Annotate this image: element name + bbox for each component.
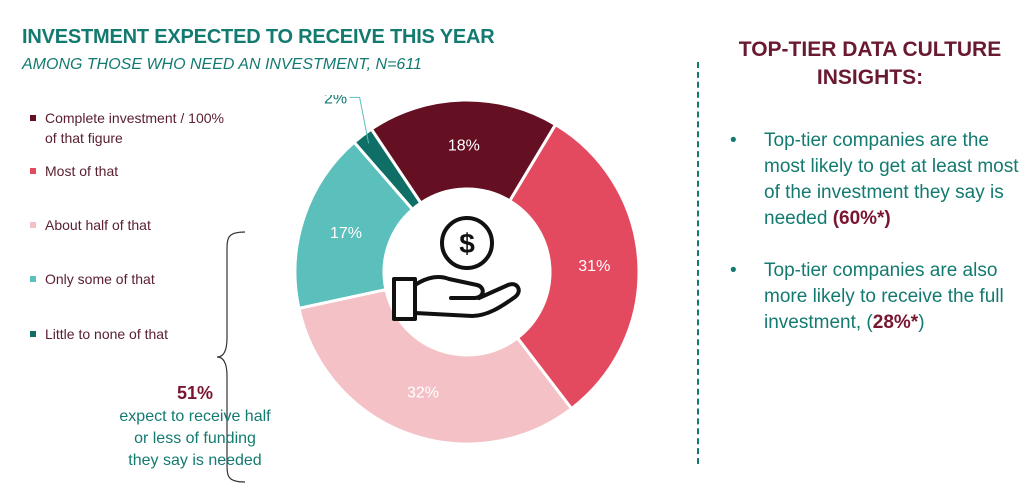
data-label-complete: 18%: [448, 138, 480, 155]
bullet-icon: •: [730, 130, 737, 151]
insights-title-line: INSIGHTS:: [816, 66, 924, 89]
donut-slices: [293, 98, 641, 446]
hand-holding-dollar-icon: $: [392, 216, 521, 321]
chart-title: INVESTMENT EXPECTED TO RECEIVE THIS YEAR: [22, 26, 495, 48]
insight-suffix: ): [918, 312, 925, 333]
svg-text:$: $: [459, 228, 475, 259]
donut-slice-half: [297, 287, 574, 446]
legend-label-complete: Complete investment / 100% of that figur…: [45, 110, 224, 146]
legend-swatch-little: [30, 331, 36, 337]
insight-item: • Top-tier companies are the most likely…: [730, 128, 1020, 232]
legend-label-most: Most of that: [45, 163, 119, 179]
bullet-icon: •: [730, 260, 737, 281]
data-label-most: 31%: [578, 258, 610, 275]
insights-list: • Top-tier companies are the most likely…: [730, 128, 1020, 362]
legend-label-little: Little to none of that: [45, 326, 168, 342]
legend-item-little: Little to none of that: [30, 324, 225, 344]
callout-line: they say is needed: [128, 452, 262, 469]
leader-line: [349, 96, 370, 144]
callout: 51% expect to receive half or less of fu…: [95, 382, 295, 472]
curly-brace-icon: [216, 231, 246, 483]
legend: Complete investment / 100% of that figur…: [30, 100, 230, 360]
insight-item: • Top-tier companies are also more likel…: [730, 258, 1020, 336]
legend-swatch-some: [30, 276, 36, 282]
legend-swatch-half: [30, 222, 36, 228]
data-label-some: 17%: [330, 225, 362, 242]
donut-slice-most: [507, 122, 641, 411]
data-label-little: 2%: [324, 95, 347, 107]
data-label-half: 32%: [407, 385, 439, 402]
legend-item-most: Most of that: [30, 161, 225, 181]
legend-item-complete: Complete investment / 100% of that figur…: [30, 108, 225, 148]
insights-title: TOP-TIER DATA CULTURE INSIGHTS:: [720, 36, 1020, 92]
insight-highlight: 28%*: [872, 312, 919, 333]
chart-subtitle: AMONG THOSE WHO NEED AN INVESTMENT, N=61…: [22, 56, 422, 73]
callout-line: expect to receive half: [119, 408, 271, 425]
legend-item-some: Only some of that: [30, 269, 225, 289]
insights-title-line: TOP-TIER DATA CULTURE: [738, 38, 1002, 61]
donut-slice-little: [352, 126, 423, 212]
callout-value: 51%: [176, 383, 214, 403]
donut-slice-complete: [369, 98, 558, 206]
legend-label-half: About half of that: [45, 217, 151, 233]
legend-swatch-complete: [30, 115, 36, 121]
donut-chart: 18% 31% 32% 17% 2% $: [293, 95, 641, 446]
donut-labels: 18% 31% 32% 17% 2%: [324, 95, 610, 402]
legend-item-half: About half of that: [30, 215, 225, 235]
legend-label-some: Only some of that: [45, 271, 155, 287]
insight-highlight: (60%*): [832, 208, 891, 229]
legend-swatch-most: [30, 168, 36, 174]
donut-slice-some: [293, 140, 415, 311]
insight-text: Top-tier companies are the most likely t…: [764, 130, 1019, 229]
callout-line: or less of funding: [134, 430, 256, 447]
divider: [697, 62, 699, 464]
insight-text: Top-tier companies are also more likely …: [764, 260, 1004, 333]
